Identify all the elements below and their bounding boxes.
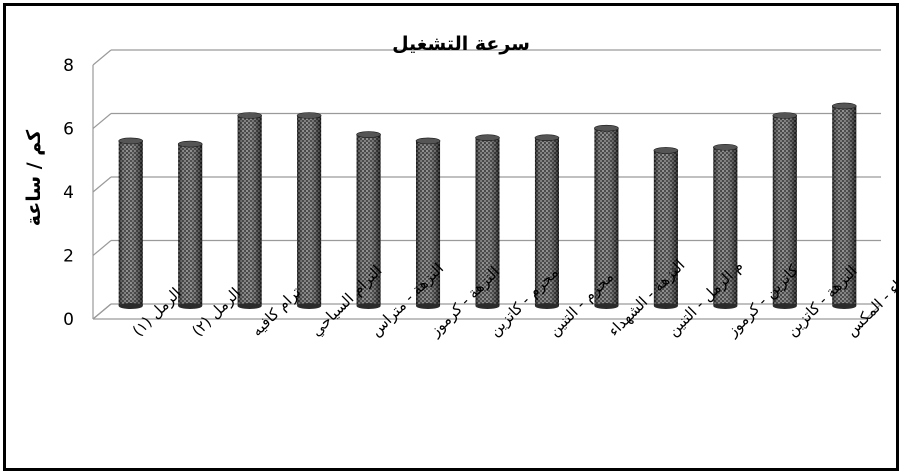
bar xyxy=(594,124,619,309)
bar xyxy=(713,143,738,309)
y-tick-label: 8 xyxy=(63,56,74,76)
bar xyxy=(356,131,381,309)
gridline-side xyxy=(92,240,112,256)
y-tick-label: 0 xyxy=(63,310,74,330)
floor-right-edge xyxy=(865,303,882,320)
bar xyxy=(475,134,500,309)
bar xyxy=(415,137,441,309)
bars xyxy=(118,102,857,309)
bar xyxy=(653,147,679,309)
y-axis-label: كم / ساعة xyxy=(23,129,45,226)
bar xyxy=(831,102,857,309)
y-tick-label: 6 xyxy=(63,120,74,140)
gridline-side xyxy=(92,49,112,66)
gridline-side xyxy=(92,176,112,193)
y-tick-label: 4 xyxy=(63,183,74,203)
bar xyxy=(177,140,203,309)
bar xyxy=(772,112,798,309)
gridline-side xyxy=(92,113,112,129)
bar xyxy=(534,134,560,309)
y-tick-label: 2 xyxy=(63,247,74,267)
y-axis-ticks: 0 2 4 6 8 xyxy=(63,56,74,330)
gridline-side xyxy=(92,303,112,320)
bar xyxy=(237,112,262,309)
bar xyxy=(118,137,144,309)
chart-title: سرعة التشغيل xyxy=(392,33,530,55)
bar xyxy=(296,112,322,309)
